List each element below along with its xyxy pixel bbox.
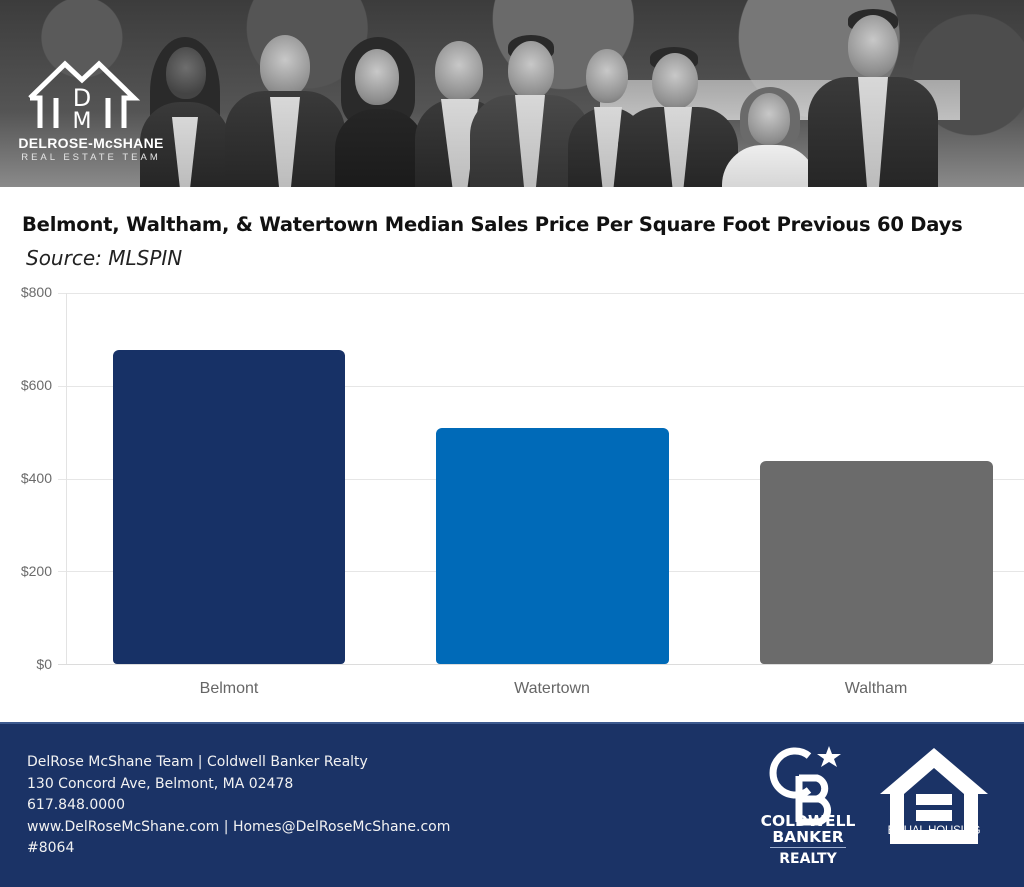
address-line: 130 Concord Ave, Belmont, MA 02478 xyxy=(27,775,294,792)
y-tick-label: $800 xyxy=(20,284,52,300)
bar-watertown xyxy=(436,427,669,664)
chart-subtitle: Source: MLSPIN xyxy=(26,246,183,270)
eho-line-2: OPPORTUNITY xyxy=(893,835,975,847)
bar-belmont xyxy=(113,350,345,664)
x-label-watertown: Watertown xyxy=(514,680,590,697)
eho-line-1: EQUAL HOUSING xyxy=(887,825,981,837)
team-member xyxy=(335,37,425,187)
gridline-0 xyxy=(58,664,1024,665)
y-tick-label: $600 xyxy=(20,377,52,393)
phone-line: 617.848.0000 xyxy=(27,797,125,813)
gridline-600 xyxy=(58,385,1024,387)
team-brokerage-line: DelRose McShane Team | Coldwell Banker R… xyxy=(27,754,368,770)
x-label-belmont: Belmont xyxy=(199,680,259,697)
y-tick-label: $200 xyxy=(20,563,52,579)
team-member xyxy=(618,47,738,187)
svg-text:D: D xyxy=(73,84,91,112)
cb-line-banker: BANKER xyxy=(772,828,844,846)
brand-name: DELROSE-McSHANE xyxy=(18,135,164,151)
gridline-800 xyxy=(58,293,1024,294)
bar-chart: $800 $600 $400 $200 $0 Belmont Watertown… xyxy=(0,280,1024,720)
contact-info: DelRose McShane Team | Coldwell Banker R… xyxy=(27,752,450,860)
chart-title: Belmont, Waltham, & Watertown Median Sal… xyxy=(22,213,963,236)
footer: DelRose McShane Team | Coldwell Banker R… xyxy=(0,722,1024,887)
equal-housing-icon xyxy=(880,748,988,844)
web-email-line[interactable]: www.DelRoseMcShane.com | Homes@DelRoseMc… xyxy=(27,818,451,835)
team-member xyxy=(225,25,345,187)
coldwell-banker-logo-icon xyxy=(769,746,841,826)
license-number: #8064 xyxy=(27,840,75,856)
team-member xyxy=(722,87,817,187)
team-member xyxy=(808,9,938,187)
brand-tagline: REAL ESTATE TEAM xyxy=(21,152,161,163)
y-tick-label: $400 xyxy=(20,470,52,486)
svg-text:M: M xyxy=(73,109,92,134)
y-tick-label: $0 xyxy=(36,656,52,672)
cb-line-coldwell: COLDWELL xyxy=(760,812,856,830)
cb-divider xyxy=(770,847,846,848)
delrose-mcshane-logo-icon: D M xyxy=(28,60,141,134)
team-member xyxy=(140,27,230,187)
team-photo-banner: D M DELROSE-McSHANE REAL ESTATE TEAM xyxy=(0,0,1024,187)
cb-line-realty: REALTY xyxy=(779,851,837,867)
x-label-waltham: Waltham xyxy=(844,680,908,697)
y-axis-line xyxy=(66,293,67,664)
team-member xyxy=(470,35,590,187)
bar-waltham xyxy=(760,460,993,664)
